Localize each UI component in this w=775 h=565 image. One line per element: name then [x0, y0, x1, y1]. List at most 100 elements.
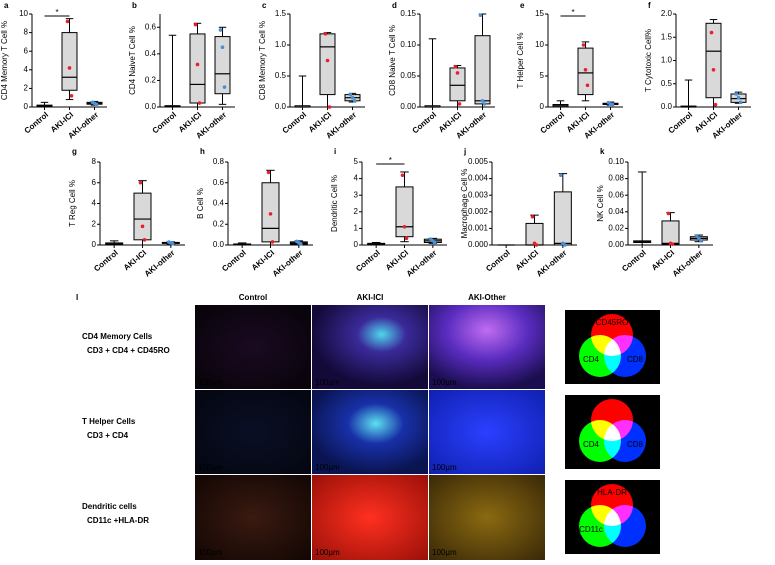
y-tick-label: 1: [354, 224, 359, 233]
data-point: [193, 22, 198, 27]
panel-letter: g: [72, 147, 77, 156]
venn-label: CD45RO: [596, 318, 628, 327]
y-tick-label: 5: [540, 71, 545, 80]
x-tick-label: Control: [354, 248, 382, 273]
y-tick-label: 10: [19, 9, 28, 18]
significance-label: *: [55, 8, 58, 17]
data-point: [610, 102, 615, 107]
x-tick-label: AKI-other: [405, 248, 439, 278]
venn-label: CD11c: [579, 525, 603, 534]
panel-letter: b: [132, 1, 137, 10]
micrograph-grid: [195, 305, 545, 560]
y-tick-label: 15: [535, 9, 544, 18]
significance-label: *: [389, 156, 392, 165]
data-point: [559, 173, 563, 178]
venn-diagram: [579, 399, 646, 462]
box: [319, 33, 336, 96]
row-title: T Helper Cells: [82, 417, 136, 426]
data-point: [736, 95, 741, 100]
panel-letter: a: [4, 1, 9, 10]
y-tick-label: 0.05: [400, 71, 416, 80]
venn-label: CD8: [627, 355, 644, 364]
y-tick-label: 0.10: [400, 40, 416, 49]
x-tick-label: AKI-other: [535, 248, 569, 278]
x-tick-label: Control: [667, 110, 695, 135]
column-header: AKI-ICI: [357, 293, 384, 302]
x-tick-label: Control: [620, 248, 648, 273]
data-point: [323, 32, 328, 36]
data-point: [453, 64, 458, 69]
y-tick-label: 0.2: [213, 219, 225, 228]
y-tick-label: 0.4: [145, 49, 157, 58]
y-tick-label: 0.003: [468, 190, 489, 199]
y-tick-label: 0.0: [213, 240, 225, 249]
panel-letter: c: [262, 1, 267, 10]
y-tick-label: 4: [354, 174, 359, 183]
data-point: [711, 68, 716, 72]
scale-bar-label: 100µm: [315, 378, 340, 387]
y-tick-label: 3: [354, 190, 359, 199]
box: [189, 33, 206, 104]
y-tick-label: 0.08: [608, 174, 624, 183]
y-tick-label: 0.4: [213, 199, 225, 208]
y-tick-label: 8: [24, 28, 29, 37]
box: [661, 220, 680, 245]
venn-diagram: [579, 314, 646, 377]
x-tick-label: AKI-ICI: [650, 248, 676, 272]
y-axis-label: CD4 Memory T Cell %: [0, 21, 9, 100]
data-point: [455, 71, 460, 75]
y-tick-label: 0.00: [400, 102, 416, 111]
data-point: [220, 45, 225, 50]
data-point: [197, 101, 202, 105]
y-tick-label: 5: [354, 157, 359, 166]
panel-letter: d: [392, 1, 397, 10]
y-axis-label: T Cytotoxic Cell%: [644, 29, 653, 92]
scale-bar-label: 100µm: [198, 548, 223, 557]
x-tick-label: Control: [411, 110, 439, 135]
data-point: [480, 99, 485, 103]
box: [705, 22, 722, 99]
data-point: [140, 224, 145, 229]
y-tick-label: 0.04: [608, 207, 624, 216]
panel-letter: i: [334, 147, 336, 156]
y-tick-label: 0.6: [213, 178, 225, 187]
column-header: Control: [239, 293, 267, 302]
x-tick-label: Control: [23, 110, 51, 135]
panel-letter: f: [648, 1, 651, 10]
scale-bar-label: 100µm: [198, 463, 223, 472]
data-point: [171, 241, 175, 246]
micrograph: [195, 305, 311, 389]
row-markers: CD11c +HLA-DR: [87, 516, 149, 525]
box: [214, 36, 231, 95]
panel-letter: l: [76, 293, 78, 302]
data-point: [400, 173, 405, 178]
column-header: AKI-Other: [468, 293, 506, 302]
y-tick-label: 0.5: [275, 71, 287, 80]
micrograph: [429, 390, 545, 474]
y-tick-label: 0.2: [145, 76, 157, 85]
data-point: [402, 224, 407, 229]
y-axis-label: T Reg Cell %: [68, 180, 77, 227]
x-tick-label: Control: [281, 110, 309, 135]
micrograph: [312, 305, 428, 389]
y-tick-label: 1.5: [275, 9, 287, 18]
data-point: [433, 240, 437, 245]
box: [449, 67, 466, 102]
y-tick-label: 0.000: [468, 240, 489, 249]
row-markers: CD3 + CD4 + CD45RO: [87, 346, 170, 355]
micrograph: [429, 475, 545, 560]
data-point: [69, 94, 74, 98]
data-point: [482, 102, 487, 106]
y-axis-label: T Helper Cell %: [516, 33, 525, 89]
y-tick-label: 4: [24, 65, 29, 74]
row-markers: CD3 + CD4: [87, 431, 129, 440]
y-axis-label: NK Cell %: [596, 185, 605, 221]
y-tick-label: 1.0: [661, 56, 673, 65]
data-point: [697, 236, 701, 241]
scale-bar-label: 100µm: [315, 463, 340, 472]
y-tick-label: 1.5: [661, 32, 673, 41]
micrograph: [429, 305, 545, 389]
data-point: [266, 170, 271, 175]
data-point: [478, 13, 483, 18]
